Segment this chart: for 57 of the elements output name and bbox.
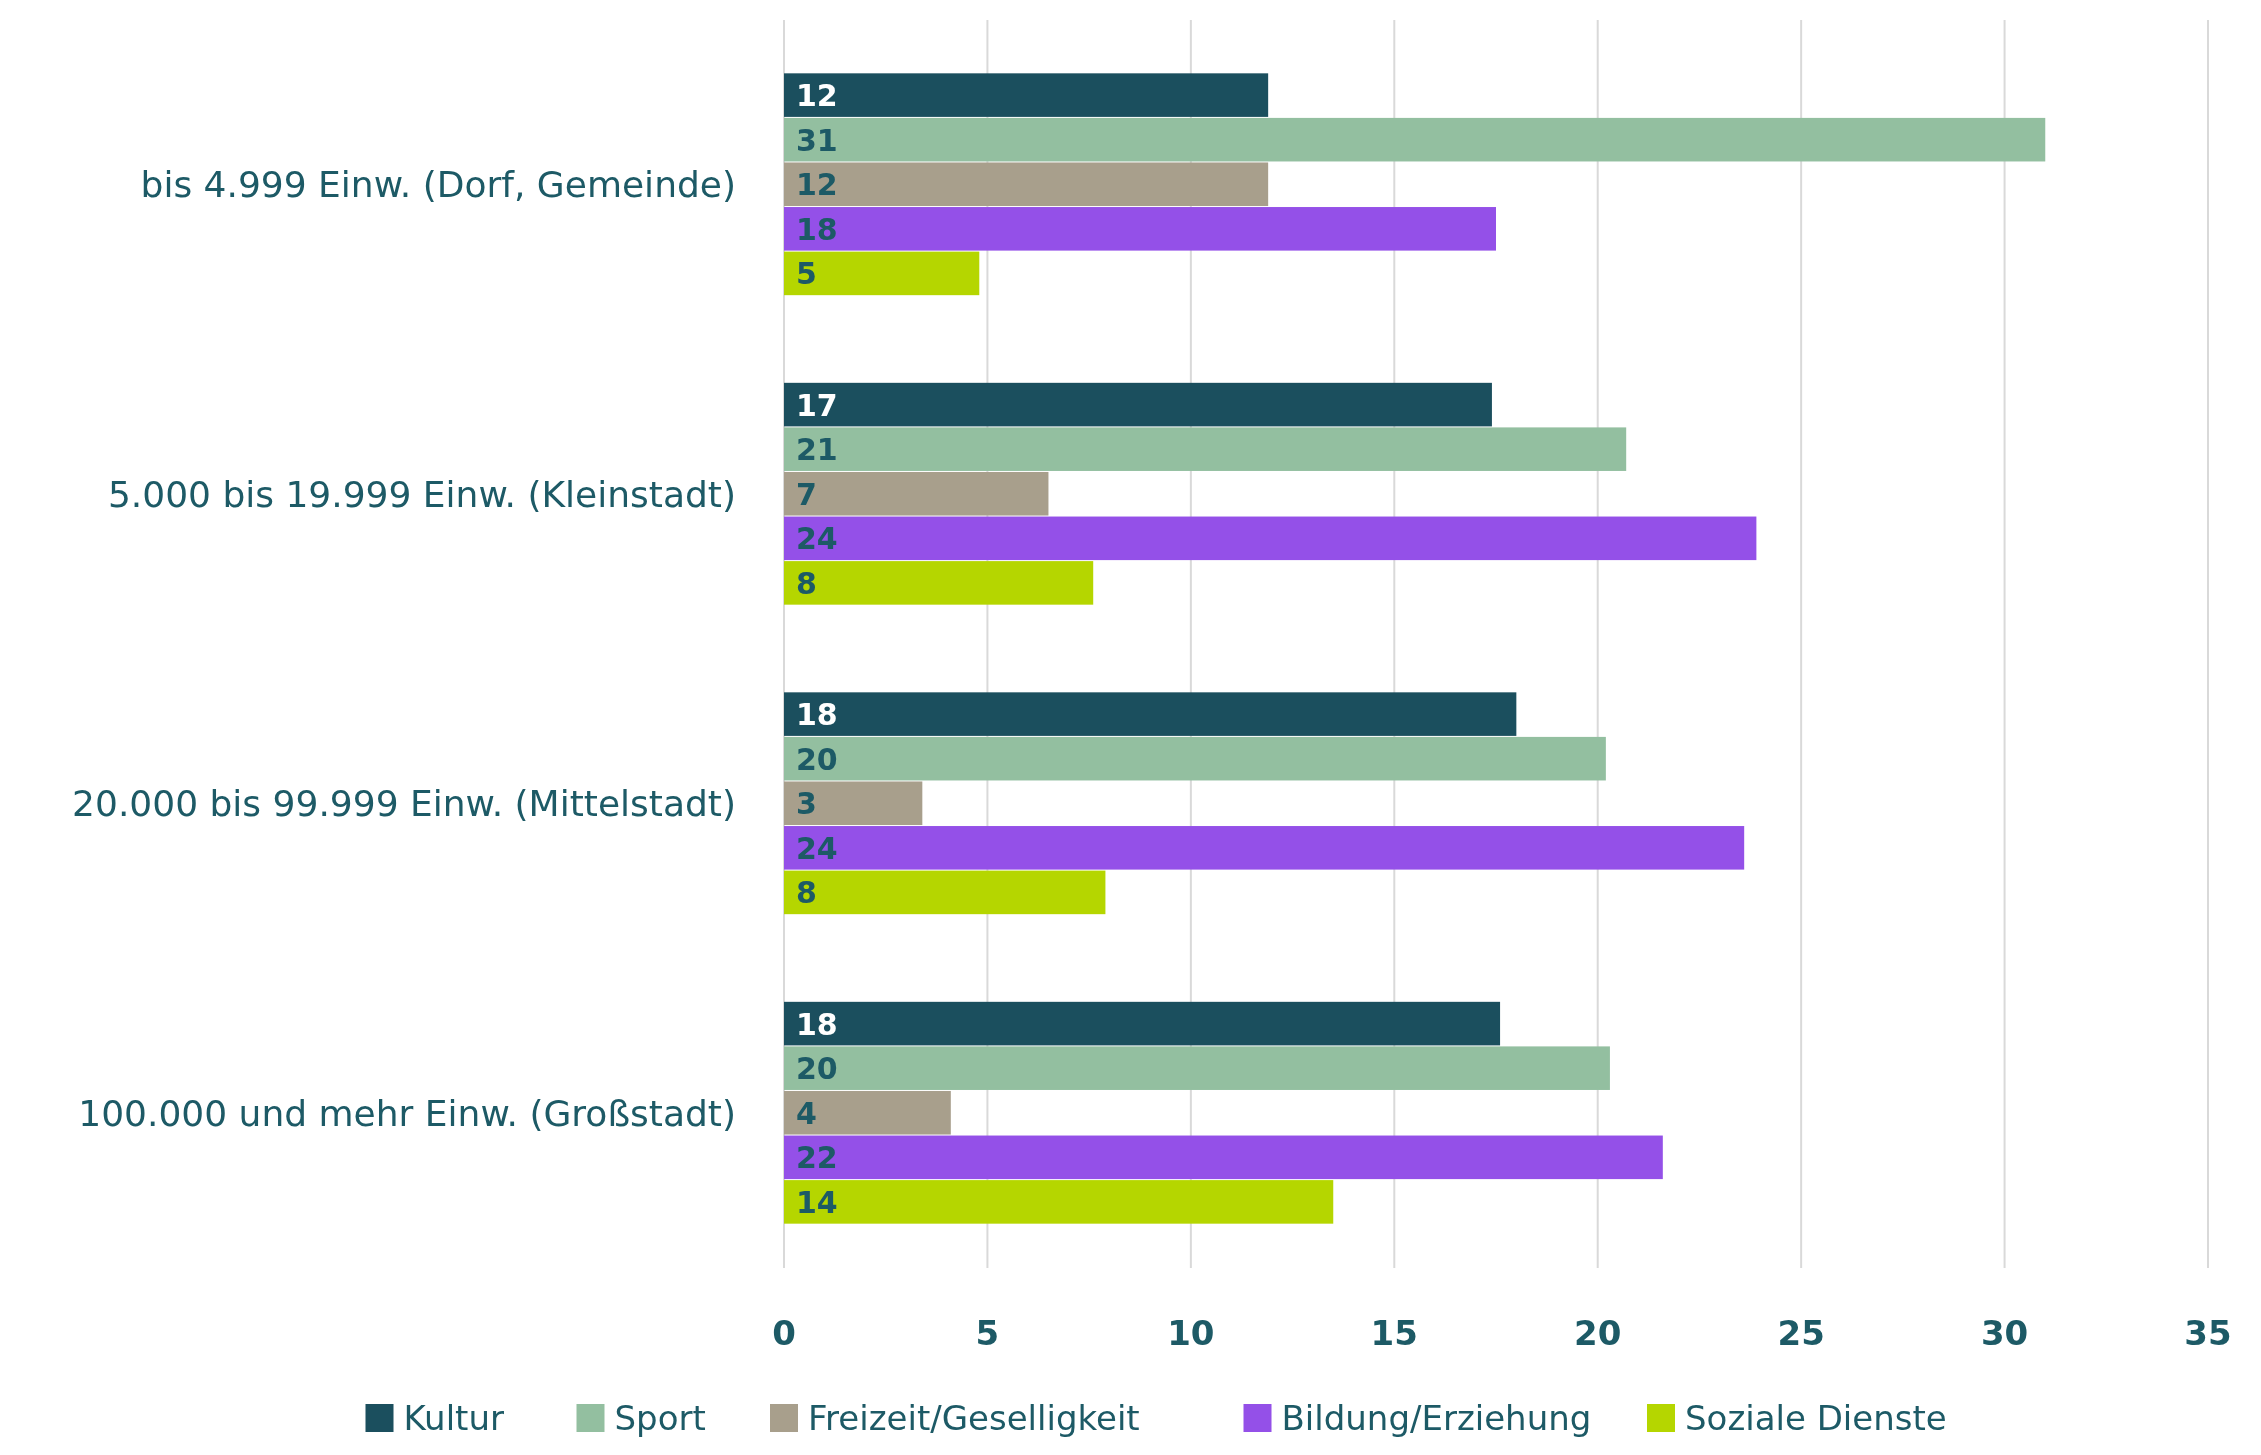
data-label: 24 (796, 521, 838, 557)
data-label: 31 (796, 122, 838, 158)
data-label: 20 (796, 741, 838, 777)
bar (784, 1180, 1334, 1224)
bar (784, 692, 1517, 736)
bar (784, 117, 2046, 162)
x-tick-label: 15 (1370, 1313, 1418, 1353)
x-tick-label: 30 (1980, 1313, 2029, 1353)
data-label: 8 (796, 875, 817, 911)
data-label: 22 (796, 1140, 838, 1176)
data-label: 3 (796, 786, 817, 822)
y-tick-label: 20.000 bis 99.999 Einw. (Mittelstadt) (72, 783, 736, 825)
data-label: 14 (796, 1184, 838, 1220)
bar (784, 427, 1627, 471)
legend-label: Kultur (403, 1398, 504, 1438)
bar (784, 251, 980, 296)
bar (784, 826, 1745, 870)
data-label: 7 (796, 476, 817, 512)
data-label: 18 (796, 211, 838, 247)
bar (784, 736, 1606, 781)
y-tick-label: 100.000 und mehr Einw. (Großstadt) (78, 1092, 736, 1134)
x-tick-label: 25 (1777, 1313, 1825, 1353)
bar (784, 1046, 1610, 1090)
bar (784, 73, 1269, 117)
x-tick-label: 5 (975, 1313, 1000, 1353)
data-label: 4 (796, 1095, 817, 1131)
bar (784, 1135, 1663, 1180)
bar (784, 516, 1757, 561)
y-tick-label: bis 4.999 Einw. (Dorf, Gemeinde) (140, 164, 736, 206)
bar (784, 870, 1106, 915)
y-tick-label: 5.000 bis 19.999 Einw. (Kleinstadt) (107, 473, 736, 515)
data-label: 12 (796, 78, 838, 114)
data-label: 5 (796, 256, 817, 292)
data-label: 17 (796, 387, 838, 423)
data-label: 24 (796, 830, 838, 866)
x-tick-label: 35 (2184, 1313, 2232, 1353)
legend-label: Soziale Dienste (1685, 1398, 1947, 1438)
data-label: 18 (796, 697, 838, 733)
bar (784, 207, 1496, 251)
data-label: 12 (796, 167, 838, 203)
data-label: 18 (796, 1006, 838, 1042)
data-label: 21 (796, 432, 838, 468)
bar (784, 162, 1269, 207)
x-tick-label: 20 (1574, 1313, 1622, 1353)
bar (784, 471, 1049, 516)
bar (784, 561, 1094, 605)
x-tick-label: 10 (1167, 1313, 1215, 1353)
data-label: 20 (796, 1051, 838, 1087)
legend-label: Bildung/Erziehung (1281, 1398, 1592, 1438)
x-tick-label: 0 (772, 1313, 796, 1353)
data-label: 8 (796, 565, 817, 601)
legend-label: Freizeit/Geselligkeit (808, 1398, 1140, 1438)
bar (784, 1090, 951, 1135)
legend-label: Sport (614, 1398, 706, 1438)
bar (784, 382, 1492, 427)
bar (784, 781, 923, 826)
bar (784, 1001, 1501, 1046)
